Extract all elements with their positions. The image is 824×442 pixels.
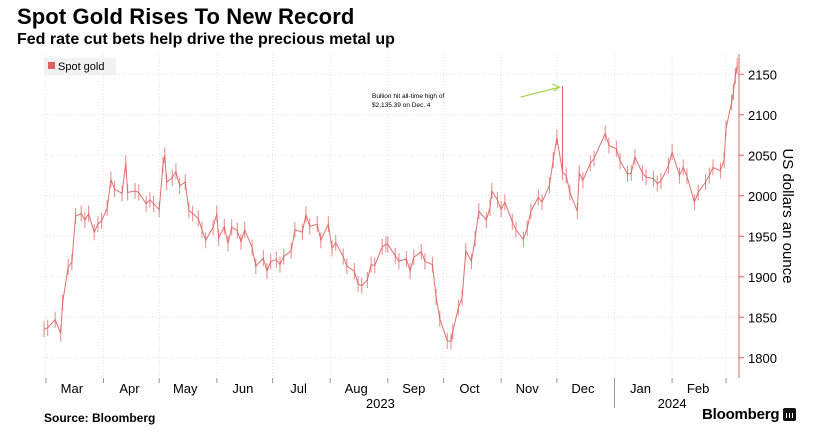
series-line — [43, 66, 738, 343]
x-tick-label: Aug — [345, 381, 368, 396]
x-tick-label: Jan — [630, 381, 651, 396]
y-tick-label: 1900 — [748, 270, 777, 285]
chart-subtitle: Fed rate cut bets help drive the preciou… — [17, 31, 395, 48]
x-axis-ticks — [45, 378, 727, 408]
legend-swatch — [48, 62, 55, 69]
y-axis-ticks: 1800 1850 1900 1950 2000 2050 2100 2150 — [739, 67, 777, 366]
annotation-text-line-2: $2,135.39 on Dec. 4 — [372, 102, 431, 109]
x-tick-label: Jul — [290, 381, 307, 396]
y-tick-label: 2050 — [748, 148, 777, 163]
annotation-text-line-1: Bullion hit all-time high of — [372, 93, 444, 100]
legend-label: Spot gold — [58, 61, 104, 73]
x-year-label: 2023 — [366, 396, 395, 411]
y-tick-label: 1950 — [748, 229, 777, 244]
y-tick-label: 2000 — [748, 189, 777, 204]
source-note: Source: Bloomberg — [44, 411, 156, 425]
bloomberg-logo-icon — [783, 408, 797, 421]
x-tick-label: Feb — [687, 381, 709, 396]
grid-lines — [44, 54, 739, 378]
annotation-arrowhead — [552, 83, 561, 92]
bloomberg-logo: Bloomberg — [702, 406, 797, 423]
x-tick-label: May — [173, 381, 198, 396]
y-tick-label: 1800 — [748, 351, 777, 366]
annotation-group: Bullion hit all-time high of $2,135.39 o… — [372, 83, 561, 109]
legend: Spot gold — [44, 58, 116, 75]
y-axis-label: US dollars an ounce — [779, 148, 796, 283]
x-tick-label: Nov — [516, 381, 540, 396]
y-tick-label: 2150 — [748, 67, 777, 82]
y-tick-label: 2100 — [748, 108, 777, 123]
x-tick-label: Jun — [232, 381, 253, 396]
brand-name: Bloomberg — [702, 406, 780, 423]
x-year-label: 2024 — [658, 396, 687, 411]
x-tick-label: Sep — [402, 381, 425, 396]
chart-title: Spot Gold Rises To New Record — [17, 4, 355, 29]
series-spot-gold — [43, 58, 738, 350]
x-tick-label: Dec — [571, 381, 595, 396]
y-tick-label: 1850 — [748, 310, 777, 325]
x-axis-labels: Mar Apr May Jun Jul Aug Sep Oct Nov Dec Jan Feb 2023… — [61, 381, 710, 411]
x-tick-label: Oct — [459, 381, 480, 396]
legend-box — [44, 58, 116, 75]
x-tick-label: Mar — [61, 381, 84, 396]
annotation-arrow — [520, 86, 560, 98]
x-tick-label: Apr — [119, 381, 140, 396]
